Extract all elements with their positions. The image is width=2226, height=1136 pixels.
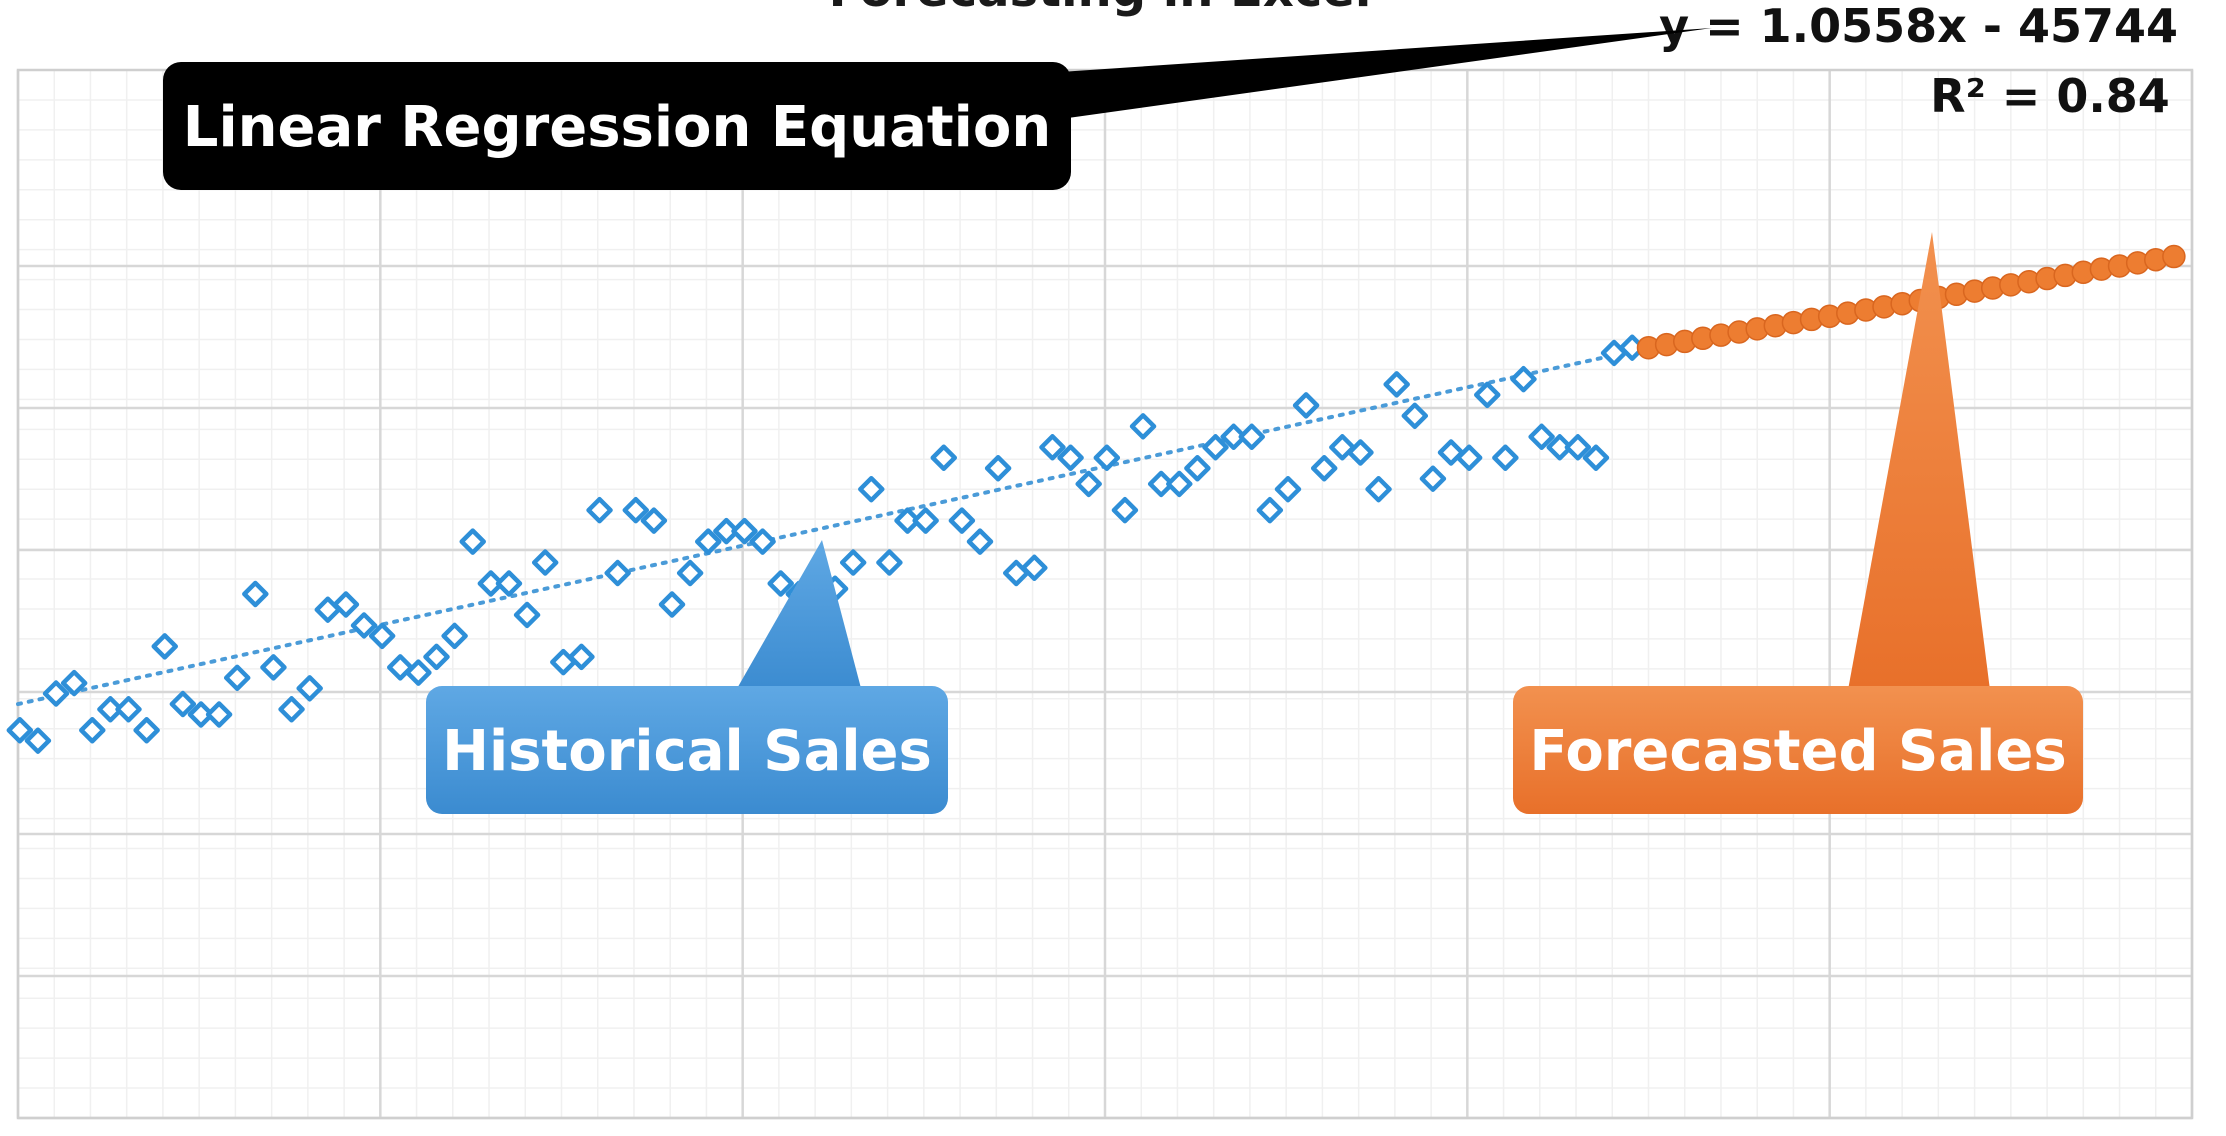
historical-point bbox=[1419, 465, 1447, 492]
historical-point bbox=[242, 580, 269, 608]
historical-point bbox=[839, 549, 867, 576]
callout-box bbox=[163, 62, 1071, 190]
historical-point bbox=[6, 716, 34, 744]
historical-point bbox=[1202, 434, 1229, 461]
r-squared-label: R² = 0.84 bbox=[1930, 69, 2170, 123]
historical-point bbox=[459, 528, 486, 555]
historical-point bbox=[912, 507, 939, 534]
historical-point bbox=[1564, 434, 1592, 461]
historical-point bbox=[60, 669, 88, 697]
chart-title: Forecasting in Excel bbox=[829, 0, 1372, 18]
historical-point bbox=[477, 570, 505, 597]
historical-point bbox=[1310, 454, 1338, 482]
callout-label: Historical Sales bbox=[442, 719, 932, 784]
historical-point bbox=[1274, 475, 1302, 503]
historical-point bbox=[622, 496, 650, 524]
historical-point bbox=[1474, 381, 1501, 409]
historical-point bbox=[948, 507, 976, 534]
historical-point bbox=[586, 496, 613, 524]
trendline-equation: y = 1.0558x - 45744 bbox=[1659, 0, 2178, 53]
historical-point bbox=[133, 716, 160, 744]
callout-historical-sales: Historical Sales bbox=[426, 540, 948, 814]
historical-point bbox=[441, 622, 468, 650]
historical-point bbox=[24, 727, 52, 754]
trendline bbox=[16, 345, 1651, 707]
historical-point bbox=[1546, 434, 1573, 461]
forecast-point bbox=[2162, 244, 2186, 269]
historical-point bbox=[1347, 439, 1374, 466]
historical-point bbox=[1147, 470, 1175, 498]
historical-point bbox=[1129, 413, 1157, 440]
callout-pointer bbox=[1060, 28, 1712, 118]
historical-point bbox=[531, 549, 559, 576]
historical-point bbox=[350, 612, 378, 639]
historical-point bbox=[1111, 496, 1139, 524]
callout-label: Forecasted Sales bbox=[1529, 719, 2066, 784]
historical-point bbox=[1582, 444, 1610, 472]
historical-point bbox=[731, 517, 758, 545]
historical-point bbox=[332, 591, 360, 618]
historical-point bbox=[296, 675, 323, 702]
historical-point bbox=[876, 549, 903, 576]
callout-box bbox=[1513, 686, 2083, 814]
historical-point bbox=[1057, 444, 1084, 472]
historical-series bbox=[6, 334, 1646, 754]
historical-point bbox=[749, 528, 776, 555]
historical-point bbox=[858, 475, 885, 503]
historical-point bbox=[1401, 402, 1429, 430]
historical-point bbox=[260, 654, 287, 681]
historical-point bbox=[1528, 423, 1555, 451]
historical-point bbox=[767, 570, 794, 597]
historical-point bbox=[640, 507, 668, 534]
historical-point bbox=[278, 696, 305, 723]
historical-point bbox=[1510, 365, 1537, 393]
historical-point bbox=[97, 696, 124, 723]
historical-point bbox=[966, 528, 994, 555]
forecast-series bbox=[1636, 244, 2186, 360]
historical-point bbox=[495, 570, 523, 597]
historical-point bbox=[405, 659, 432, 686]
historical-point bbox=[1184, 454, 1211, 482]
historical-point bbox=[1455, 444, 1483, 472]
historical-point bbox=[1365, 475, 1392, 503]
historical-point bbox=[42, 680, 70, 707]
historical-point bbox=[894, 507, 921, 534]
historical-point bbox=[187, 701, 215, 728]
callout-box bbox=[426, 686, 948, 814]
historical-point bbox=[1492, 444, 1519, 472]
historical-point bbox=[1021, 554, 1048, 582]
historical-point bbox=[1292, 392, 1320, 419]
callout-linear-regression: Linear Regression Equation bbox=[163, 28, 1712, 190]
historical-point bbox=[169, 690, 197, 718]
historical-point bbox=[115, 696, 142, 723]
historical-point bbox=[1166, 470, 1193, 498]
historical-point bbox=[1238, 423, 1265, 451]
callout-forecasted-sales: Forecasted Sales bbox=[1513, 232, 2083, 814]
historical-point bbox=[1039, 434, 1066, 461]
historical-point bbox=[713, 517, 740, 545]
historical-point bbox=[1075, 470, 1102, 498]
historical-point bbox=[1256, 496, 1284, 524]
historical-point bbox=[423, 643, 450, 671]
historical-point bbox=[205, 701, 233, 728]
historical-point bbox=[930, 444, 958, 472]
historical-point bbox=[694, 528, 722, 555]
historical-point bbox=[1220, 423, 1247, 451]
callout-pointer bbox=[1848, 232, 1990, 690]
historical-point bbox=[368, 622, 396, 650]
historical-point bbox=[568, 643, 595, 671]
historical-point bbox=[984, 454, 1012, 482]
callout-pointer bbox=[735, 540, 862, 692]
historical-point bbox=[604, 559, 631, 587]
historical-point bbox=[79, 716, 106, 744]
historical-point bbox=[1383, 371, 1410, 398]
historical-point bbox=[676, 559, 704, 587]
historical-point bbox=[223, 664, 251, 692]
historical-point bbox=[658, 591, 686, 618]
historical-point bbox=[513, 601, 541, 629]
callout-label: Linear Regression Equation bbox=[183, 95, 1051, 160]
historical-point bbox=[151, 633, 178, 660]
historical-point bbox=[1093, 444, 1121, 472]
